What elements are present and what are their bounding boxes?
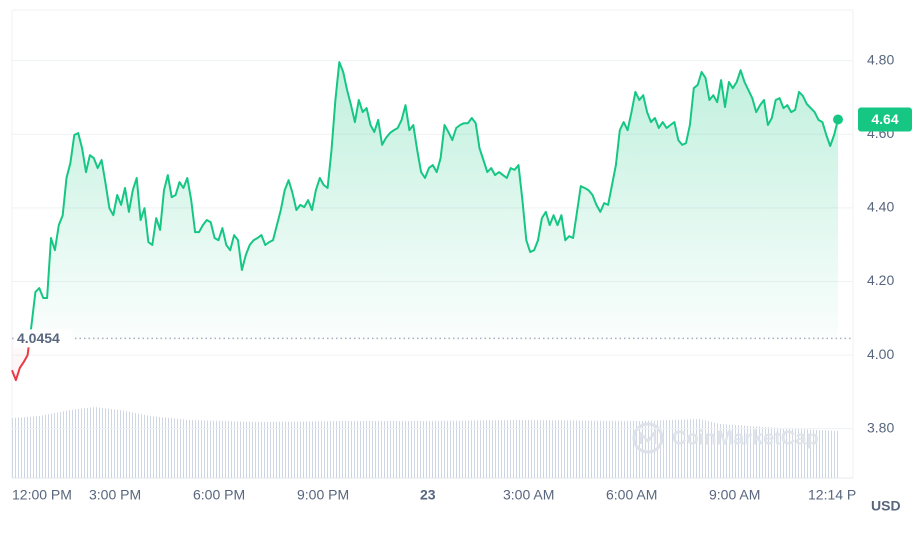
x-tick-label: 6:00 AM [606, 487, 657, 503]
x-tick-label: 3:00 PM [89, 487, 141, 503]
y-tick-label: 4.20 [867, 272, 894, 288]
price-line [11, 61, 839, 382]
watermark: CoinMarketCap [632, 422, 819, 454]
last-price-tag [858, 107, 912, 132]
y-tick-label: 4.80 [867, 51, 894, 67]
x-tick-label: 9:00 AM [709, 487, 760, 503]
watermark-logo [632, 422, 664, 454]
x-tick-label: 12:00 PM [12, 487, 72, 503]
x-tick-label: 6:00 PM [193, 487, 245, 503]
y-tick-label: 4.00 [867, 346, 894, 362]
y-tick-label: 3.80 [867, 419, 894, 435]
area-fill [12, 62, 838, 381]
last-price-dot [833, 114, 843, 125]
watermark-text: CoinMarketCap [672, 427, 819, 449]
watermark-logo-mark [639, 428, 657, 444]
x-tick-label: 3:00 AM [503, 487, 554, 503]
currency-label: USD [871, 498, 901, 514]
last-price-label: 4.64 [871, 111, 898, 127]
volume-bars [12, 407, 838, 478]
x-tick-label: 12:14 P [808, 487, 856, 503]
baseline-label: 4.0454 [17, 330, 60, 346]
y-tick-label: 4.40 [867, 199, 894, 215]
x-tick-label: 9:00 PM [297, 487, 349, 503]
x-tick-label: 23 [420, 487, 436, 503]
baseline-label-bg [14, 329, 72, 348]
